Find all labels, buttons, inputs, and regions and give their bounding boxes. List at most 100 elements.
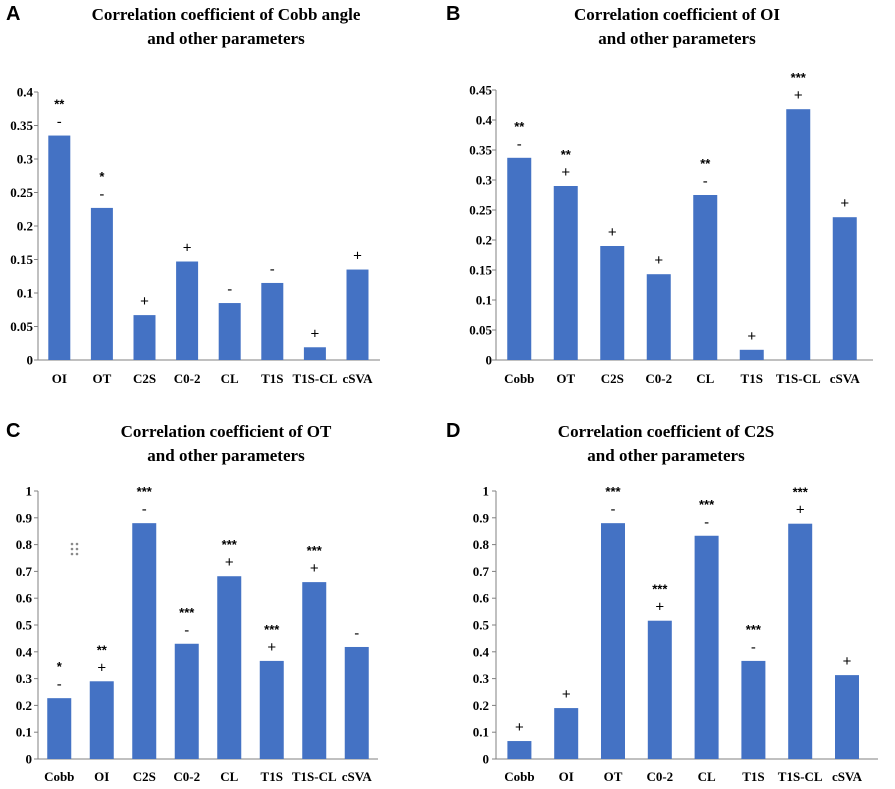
x-category-label: OI	[559, 769, 574, 784]
y-tick-label: 0.15	[469, 263, 492, 278]
panel-letter: B	[446, 3, 460, 25]
chart-panel-b: B Correlation coefficient of OI and other …	[446, 3, 873, 386]
bar	[132, 523, 157, 759]
chart-title-line: and other parameters	[147, 29, 305, 48]
bar	[217, 576, 242, 759]
significance-label: **	[561, 147, 572, 162]
handle-dot	[70, 552, 74, 556]
x-category-label: Cobb	[44, 769, 74, 784]
bar	[48, 135, 71, 360]
bar	[176, 261, 199, 360]
correlation-sign-label: +	[561, 164, 570, 181]
y-tick-label: 0.4	[17, 85, 34, 100]
correlation-sign-label: -	[517, 136, 522, 153]
bar	[694, 535, 719, 759]
y-tick-label: 0	[483, 752, 490, 767]
correlation-sign-label: +	[794, 87, 803, 104]
y-tick-label: 0.3	[16, 671, 33, 686]
bar	[90, 207, 113, 360]
chart-title-line: Correlation coefficient of OI	[574, 5, 780, 24]
y-tick-label: 0.4	[473, 644, 490, 659]
handle-dot	[70, 542, 74, 546]
x-category-label: CL	[221, 371, 239, 386]
y-tick-label: 0.6	[16, 591, 33, 606]
chart-panel-c: C Correlation coefficient of OT and other …	[6, 420, 378, 784]
bar	[261, 282, 284, 360]
panel-letter: C	[6, 420, 20, 442]
y-tick-label: 0.05	[10, 319, 33, 334]
significance-label: ***	[746, 622, 762, 637]
bar	[346, 269, 369, 360]
correlation-sign-label: +	[654, 252, 663, 269]
bar	[507, 741, 532, 759]
y-tick-label: 0.35	[469, 143, 492, 158]
y-tick-label: 0.4	[16, 644, 33, 659]
y-tick-label: 1	[483, 484, 490, 499]
correlation-sign-label: +	[562, 686, 571, 703]
x-category-label: OT	[556, 371, 575, 386]
y-tick-label: 0.7	[16, 564, 33, 579]
y-tick-label: 0.1	[473, 725, 489, 740]
bar	[554, 708, 579, 759]
significance-label: *	[57, 659, 63, 674]
significance-label: ***	[179, 605, 195, 620]
bar	[600, 246, 625, 360]
correlation-sign-label: -	[270, 261, 275, 278]
x-category-label: T1S	[261, 371, 283, 386]
x-category-label: CL	[696, 371, 714, 386]
y-tick-label: 0.25	[10, 185, 33, 200]
y-tick-label: 0	[486, 353, 493, 368]
correlation-sign-label: -	[99, 186, 104, 203]
x-category-label: C2S	[133, 371, 156, 386]
x-category-label: C0-2	[174, 371, 201, 386]
y-tick-label: 0.5	[473, 618, 490, 633]
handle-dot	[75, 542, 79, 546]
bar	[302, 582, 327, 759]
x-category-label: cSVA	[832, 769, 863, 784]
y-tick-label: 0.8	[16, 537, 33, 552]
y-tick-label: 0.2	[16, 698, 32, 713]
chart-title-line: and other parameters	[587, 446, 745, 465]
bar	[553, 186, 578, 360]
significance-label: **	[700, 156, 711, 171]
bar	[344, 646, 369, 759]
bar	[259, 660, 284, 759]
handle-dot	[70, 547, 74, 551]
x-category-label: T1S-CL	[776, 371, 821, 386]
y-tick-label: 0	[26, 752, 33, 767]
significance-label: **	[514, 119, 525, 134]
x-category-label: OI	[94, 769, 109, 784]
x-category-label: cSVA	[830, 371, 861, 386]
correlation-sign-label: -	[354, 625, 359, 642]
correlation-sign-label: +	[796, 502, 805, 519]
significance-label: **	[97, 642, 108, 657]
correlation-sign-label: +	[267, 639, 276, 656]
significance-label: ***	[791, 70, 807, 85]
chart-panel-a: A Correlation coefficient of Cobb angle an…	[6, 3, 380, 386]
x-category-label: T1S-CL	[292, 769, 337, 784]
correlation-sign-label: +	[840, 195, 849, 212]
significance-label: ***	[605, 484, 621, 499]
y-tick-label: 0.4	[476, 113, 493, 128]
correlation-sign-label: -	[611, 501, 616, 518]
panel-letter: A	[6, 3, 20, 25]
bar	[739, 349, 764, 360]
correlation-sign-label: +	[353, 248, 362, 265]
bar	[507, 157, 532, 360]
correlation-sign-label: -	[184, 622, 189, 639]
x-category-label: T1S	[741, 371, 763, 386]
y-tick-label: 0.8	[473, 537, 490, 552]
x-category-label: T1S-CL	[293, 371, 338, 386]
bar	[693, 195, 718, 360]
x-category-label: C0-2	[645, 371, 672, 386]
correlation-sign-label: +	[655, 599, 664, 616]
x-category-label: cSVA	[342, 769, 373, 784]
correlation-sign-label: +	[843, 653, 852, 670]
y-tick-label: 0.05	[469, 323, 492, 338]
significance-label: *	[99, 169, 105, 184]
x-category-label: CL	[698, 769, 716, 784]
y-tick-label: 0.45	[469, 83, 492, 98]
correlation-sign-label: -	[57, 676, 62, 693]
chart-title-line: Correlation coefficient of C2S	[558, 422, 774, 441]
drag-handle-icon	[70, 542, 79, 556]
